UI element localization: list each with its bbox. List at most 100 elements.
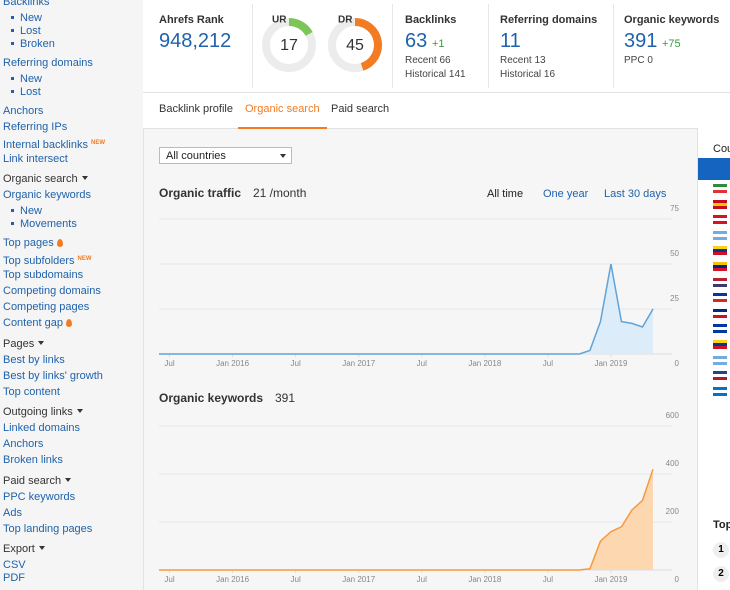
range-option[interactable]: Last 30 days (604, 188, 667, 200)
sidebar-header[interactable]: Organic search (3, 173, 88, 185)
metric-cell: UR 17 DR 45 (252, 4, 393, 88)
sidebar-label: PPC keywords (3, 491, 76, 503)
y-tick-label: 400 (666, 459, 680, 468)
metric-label: Organic keywords (624, 14, 720, 26)
fire-icon (65, 319, 72, 327)
range-option[interactable]: One year (543, 188, 589, 200)
sidebar-label: Top landing pages (3, 523, 93, 535)
metric-value: 391 (624, 30, 658, 52)
sidebar-link[interactable]: Linked domains (3, 422, 80, 434)
flag (713, 262, 727, 271)
sidebar-link[interactable]: Referring IPs (3, 121, 67, 133)
metric-cell: Backlinks 63 +1 Recent 66 Historical 141 (392, 4, 489, 88)
sidebar-label: Lost (20, 25, 41, 37)
sidebar-label: Top subdomains (3, 269, 84, 281)
x-tick-label: Jan 2016 (216, 359, 249, 368)
metric-sub: PPC 0 (624, 55, 653, 66)
x-tick-label: Jul (291, 359, 301, 368)
sidebar-label: Referring IPs (3, 121, 68, 133)
sidebar-link[interactable]: New (11, 205, 42, 217)
sidebar-link[interactable]: Top subfolders NEW (3, 253, 92, 267)
x-tick-label: Jul (417, 359, 427, 368)
sidebar-link[interactable]: Top subdomains (3, 269, 83, 281)
sidebar-link[interactable]: Content gap (3, 317, 72, 329)
tab[interactable]: Organic search (238, 103, 327, 129)
sidebar-label: PDF (3, 572, 25, 584)
sidebar-label: Broken links (3, 454, 63, 466)
sidebar-label: Content gap (3, 317, 63, 329)
flag (713, 184, 727, 193)
sidebar-link[interactable]: Top content (3, 386, 60, 398)
sidebar-label: Pages (3, 338, 35, 350)
sidebar-label: Competing domains (3, 285, 101, 297)
sidebar-link[interactable]: New (11, 73, 42, 85)
flag (713, 293, 727, 303)
sidebar: Backlinks New Lost Broken Referring domains N… (0, 0, 144, 590)
range-option[interactable]: All time (487, 188, 524, 200)
country-select[interactable]: All countries (159, 147, 292, 164)
tab[interactable]: Paid search (331, 103, 390, 115)
sidebar-link[interactable]: Backlinks (3, 0, 49, 8)
sidebar-link[interactable]: Best by links' growth (3, 370, 103, 382)
y-tick-label: 75 (670, 204, 679, 213)
sidebar-link[interactable]: PDF (3, 572, 25, 584)
sidebar-header[interactable]: Pages (3, 338, 44, 350)
rank-badge: 1 (713, 542, 729, 558)
sidebar-link[interactable]: Top pages (3, 237, 63, 249)
sidebar-link[interactable]: Internal backlinks NEW (3, 137, 105, 151)
sidebar-link[interactable]: Broken links (3, 454, 63, 466)
flag (713, 308, 727, 318)
sidebar-link[interactable]: Link intersect (3, 153, 68, 165)
sidebar-link[interactable]: PPC keywords (3, 491, 75, 503)
sidebar-label: Internal backlinks (3, 139, 88, 151)
sidebar-link[interactable]: Movements (11, 218, 77, 230)
sidebar-label: Organic search (3, 173, 78, 185)
x-tick-label: Jul (164, 359, 174, 368)
sidebar-link[interactable]: New (11, 12, 42, 24)
x-tick-label: Jan 2019 (594, 359, 627, 368)
sidebar-header[interactable]: Outgoing links (3, 406, 83, 418)
sidebar-link[interactable]: Competing domains (3, 285, 101, 297)
sidebar-label: New (20, 205, 43, 217)
sidebar-label: Anchors (3, 105, 44, 117)
sidebar-link[interactable]: Ads (3, 507, 22, 519)
metrics-bar: Ahrefs Rank 948,212 UR 17 DR 45 Backlinks 6… (143, 0, 730, 93)
sidebar-link[interactable]: Anchors (3, 105, 43, 117)
sidebar-link[interactable]: Top landing pages (3, 523, 92, 535)
metric-change: +75 (662, 38, 681, 50)
sidebar-link[interactable]: Competing pages (3, 301, 89, 313)
flag (713, 199, 727, 209)
selected-row (698, 158, 730, 180)
sidebar-link[interactable]: Referring domains (3, 57, 93, 69)
line (159, 263, 654, 355)
sidebar-link[interactable]: Lost (11, 86, 41, 98)
section-title: Organic traffic (159, 186, 242, 200)
sidebar-link[interactable]: Anchors (3, 438, 43, 450)
metric-label: Ahrefs Rank (159, 14, 224, 26)
flag (713, 371, 727, 381)
sidebar-header[interactable]: Export (3, 543, 45, 555)
sidebar-label: Backlinks (3, 0, 50, 8)
area (159, 469, 653, 570)
sidebar-header[interactable]: Paid search (3, 475, 71, 487)
sidebar-link[interactable]: Best by links (3, 354, 65, 366)
flag (713, 386, 727, 396)
sidebar-label: Best by links' growth (3, 370, 103, 382)
gauge-label: UR (272, 15, 287, 26)
flag (713, 246, 727, 256)
sidebar-label: CSV (3, 559, 26, 571)
x-tick-label: Jul (164, 575, 174, 584)
tab[interactable]: Backlink profile (159, 103, 233, 115)
sidebar-link[interactable]: Organic keywords (3, 189, 91, 201)
sidebar-label: Anchors (3, 438, 44, 450)
x-tick-label: Jan 2017 (342, 359, 375, 368)
sidebar-link[interactable]: CSV (3, 559, 26, 571)
sidebar-label: Top content (3, 386, 60, 398)
y-tick-label: 600 (666, 411, 680, 420)
sidebar-label: Outgoing links (3, 406, 73, 418)
sidebar-link[interactable]: Lost (11, 25, 41, 37)
new-badge: NEW (77, 256, 92, 262)
x-tick-label: Jan 2016 (216, 575, 249, 584)
sidebar-link[interactable]: Broken (11, 38, 55, 50)
x-tick-label: Jan 2017 (342, 575, 375, 584)
